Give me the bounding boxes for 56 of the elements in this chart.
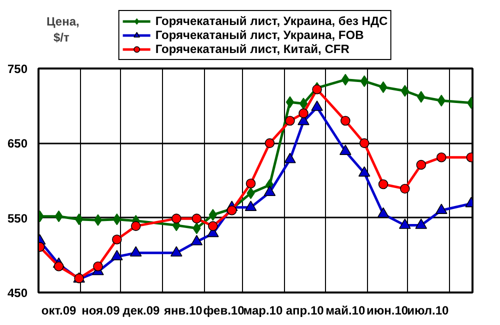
- point: [298, 108, 308, 118]
- point: [74, 213, 84, 226]
- point: [172, 214, 182, 224]
- point: [94, 214, 102, 226]
- point: [192, 214, 202, 224]
- point: [284, 152, 296, 164]
- point: [400, 184, 410, 194]
- point: [311, 100, 323, 111]
- x-tick-label: фев.10: [203, 304, 245, 318]
- x-tick-label: окт.09: [41, 304, 77, 318]
- point: [285, 116, 295, 126]
- point: [208, 221, 218, 231]
- y-tick-label: 450: [7, 286, 28, 300]
- point: [436, 204, 448, 214]
- point: [377, 207, 390, 218]
- point: [111, 250, 123, 260]
- x-tick-label: янв.10: [164, 304, 203, 318]
- legend-label: Горячекатаный лист, Украина, FOB: [155, 28, 364, 42]
- y-axis-title: Цена, $/т: [46, 14, 80, 44]
- point: [312, 84, 322, 94]
- x-tick-label: июл.10: [407, 304, 450, 318]
- point: [246, 178, 256, 188]
- point: [436, 152, 446, 162]
- point: [226, 205, 237, 216]
- point: [264, 186, 276, 196]
- point: [286, 96, 294, 108]
- point: [130, 246, 142, 256]
- x-tick-label: май.10: [326, 304, 366, 318]
- point: [358, 166, 370, 177]
- x-tick-label: мар.10: [243, 304, 283, 318]
- point: [130, 221, 141, 231]
- y-tick-label: 750: [7, 62, 28, 76]
- point: [415, 218, 428, 229]
- x-tick-label: июн.10: [366, 304, 408, 318]
- point: [170, 246, 182, 256]
- point: [400, 85, 409, 97]
- point: [416, 160, 426, 170]
- x-tick-label: апр.10: [286, 304, 324, 318]
- x-tick-label: ноя.09: [82, 304, 120, 318]
- point: [299, 98, 308, 110]
- x-tick-label: дек.09: [122, 304, 160, 318]
- point: [399, 218, 411, 229]
- point: [190, 234, 203, 246]
- point: [244, 200, 257, 211]
- point: [340, 116, 350, 126]
- point: [378, 179, 388, 190]
- y-tick-label: 550: [7, 211, 28, 226]
- point: [340, 144, 352, 155]
- point: [264, 138, 275, 148]
- legend-label: Горячекатаный лист, Украина, без НДС: [155, 14, 388, 28]
- legend-label: Горячекатаный лист, Китай, CFR: [155, 42, 350, 56]
- point: [112, 234, 122, 244]
- y-tick-label: 650: [7, 136, 28, 151]
- point: [54, 261, 64, 272]
- point: [93, 261, 103, 272]
- point: [359, 138, 370, 148]
